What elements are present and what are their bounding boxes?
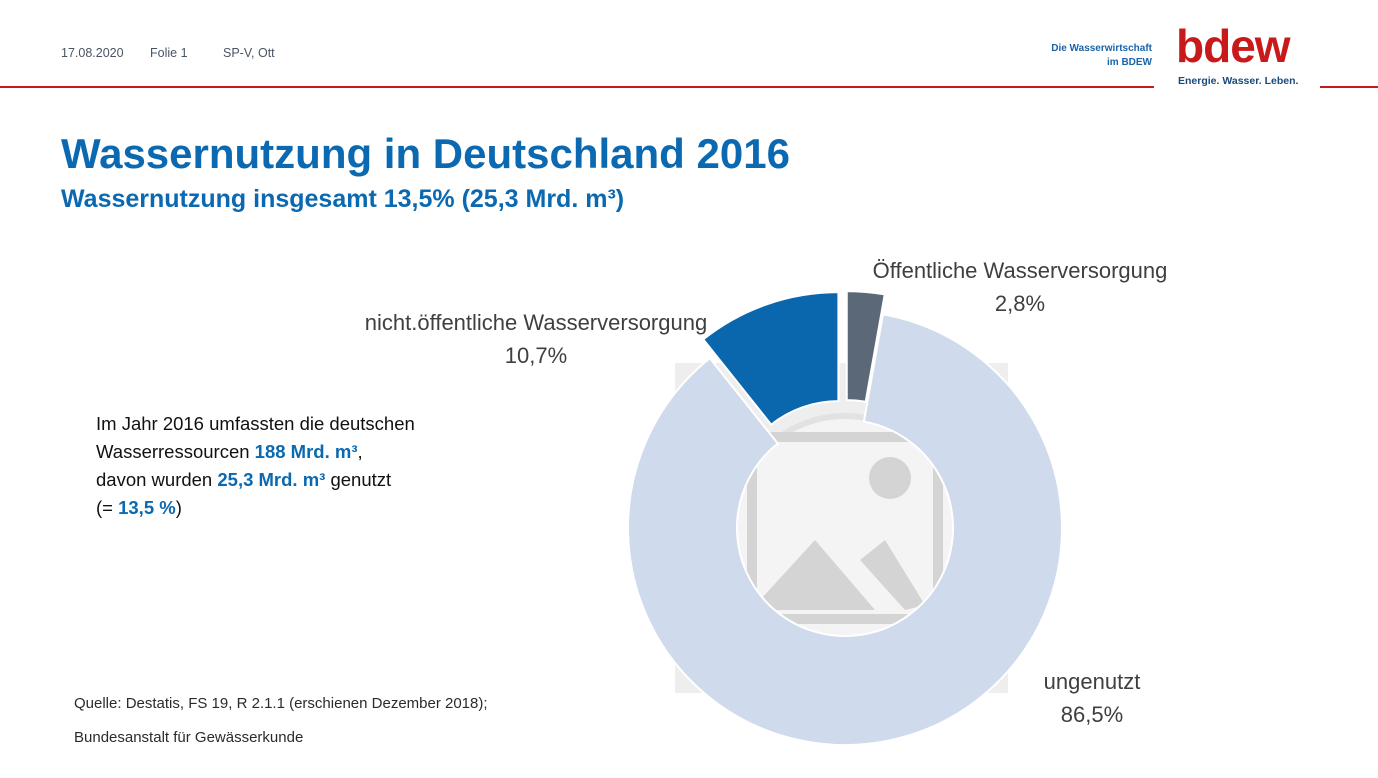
placeholder-frame — [747, 432, 943, 624]
info-line-2: Wasserressourcen 188 Mrd. m³, — [96, 438, 415, 466]
date-text: 17.08.2020 — [61, 46, 124, 60]
donut-slice — [701, 291, 840, 427]
slice-labels: Öffentliche Wasserversorgung 2,8% ungenutz… — [365, 258, 1168, 727]
donut-slices — [627, 290, 1063, 746]
info-text: davon wurden — [96, 469, 218, 490]
page-subtitle: Wassernutzung insgesamt 13,5% (25,3 Mrd.… — [61, 185, 625, 213]
slice-category-label: Öffentliche Wasserversorgung — [873, 258, 1168, 283]
info-text: genutzt — [325, 469, 392, 490]
donut-slice — [627, 313, 1063, 746]
logo-slogan: Energie. Wasser. Leben. — [1178, 75, 1299, 87]
header-rule-right — [1320, 86, 1378, 88]
bdew-logo: bdew — [1176, 20, 1291, 72]
info-highlight: 188 Mrd. m³ — [254, 441, 358, 462]
info-paragraph: Im Jahr 2016 umfassten die deutschen Was… — [96, 410, 415, 522]
header-rule-left — [0, 86, 1154, 88]
author-text: SP-V, Ott — [223, 46, 275, 60]
info-highlight: 25,3 Mrd. m³ — [217, 469, 326, 490]
slice-value-label: 2,8% — [995, 291, 1045, 316]
info-text: (= — [96, 497, 119, 518]
source-line-1: Quelle: Destatis, FS 19, R 2.1.1 (erschi… — [74, 695, 488, 712]
slice-category-label: nicht.öffentliche Wasserversorgung — [365, 310, 707, 335]
page-title: Wassernutzung in Deutschland 2016 — [61, 130, 790, 177]
info-line-3: davon wurden 25,3 Mrd. m³ genutzt — [96, 466, 415, 494]
slide-number: Folie 1 — [150, 46, 188, 60]
placeholder-mountain-large — [760, 540, 875, 610]
info-line-4: (= 13,5 %) — [96, 494, 415, 522]
info-line-1: Im Jahr 2016 umfassten die deutschen — [96, 413, 415, 434]
brand-tagline: Die Wasserwirtschaft im BDEW — [1051, 42, 1152, 70]
placeholder-sun — [869, 457, 911, 499]
placeholder-mountain-small — [860, 540, 925, 610]
info-highlight: 13,5 % — [118, 497, 176, 518]
source-line-2: Bundesanstalt für Gewässerkunde — [74, 729, 304, 746]
tagline-line-2: im BDEW — [1107, 57, 1152, 68]
info-text: , — [357, 441, 363, 462]
tagline-line-1: Die Wasserwirtschaft — [1051, 43, 1152, 54]
info-text: ) — [175, 497, 182, 518]
slice-value-label: 10,7% — [505, 343, 567, 368]
donut-slice — [845, 290, 886, 403]
source-note: Quelle: Destatis, FS 19, R 2.1.1 (erschi… — [74, 687, 488, 755]
info-text: Wasserressourcen — [96, 441, 255, 462]
slice-category-label: ungenutzt — [1044, 669, 1141, 694]
slice-value-label: 86,5% — [1061, 702, 1123, 727]
